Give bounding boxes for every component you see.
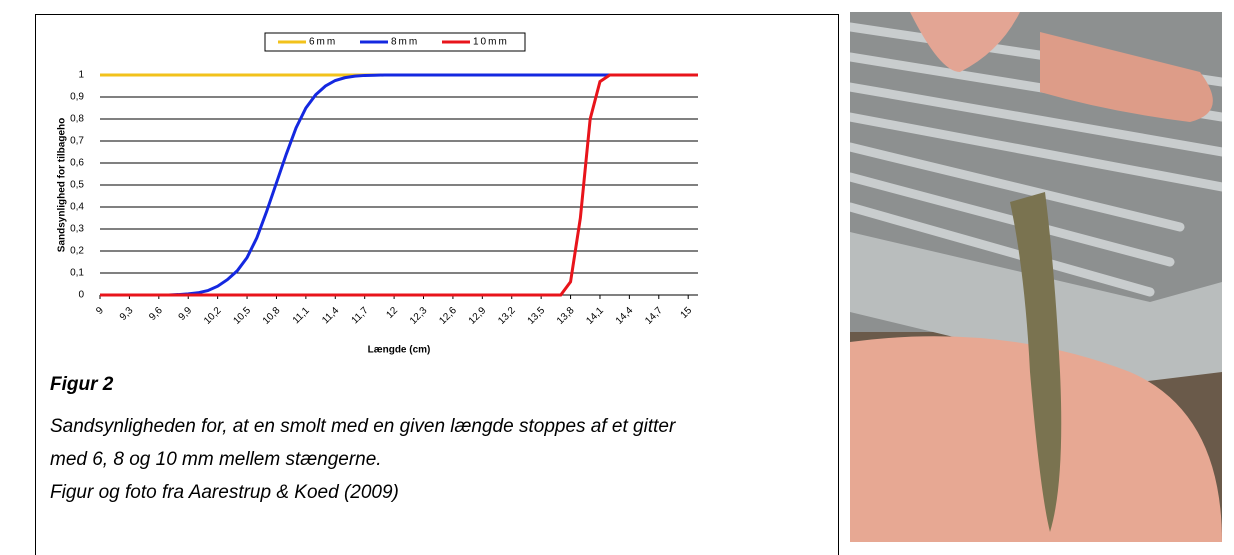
legend-label: 6mm <box>309 37 337 48</box>
y-tick-label: 0,3 <box>70 224 84 235</box>
x-tick-label: 13,5 <box>526 305 548 327</box>
y-tick-label: 0,8 <box>70 114 84 125</box>
y-tick-label: 0,6 <box>70 158 84 169</box>
x-tick-label: 14,1 <box>584 305 606 327</box>
y-tick-label: 0 <box>78 290 84 301</box>
x-tick-label: 11,1 <box>291 305 312 326</box>
chart: Sandsynlighed for tilbageho Længde (cm) … <box>57 32 698 356</box>
y-tick-label: 0,2 <box>70 246 84 257</box>
series-line <box>100 73 698 297</box>
x-tick-label: 10,8 <box>261 305 283 327</box>
y-tick-label: 0,9 <box>70 92 84 103</box>
x-tick-label: 14,4 <box>614 305 636 327</box>
figure-box <box>35 14 839 555</box>
x-tick-label: 12,9 <box>467 305 489 327</box>
legend-label: 8mm <box>391 37 419 48</box>
y-tick-label: 0,4 <box>70 202 84 213</box>
x-tick-label: 11,7 <box>350 305 371 326</box>
caption-line: Sandsynligheden for, at en smolt med en … <box>50 416 676 437</box>
x-tick-label: 11,4 <box>320 305 341 326</box>
x-tick-label: 12,3 <box>408 305 430 327</box>
x-tick-label: 13,8 <box>555 305 577 327</box>
y-tick-label: 0,1 <box>70 268 84 279</box>
y-axis-label: Sandsynlighed for tilbageho <box>57 118 68 252</box>
x-tick-label: 13,2 <box>496 305 518 327</box>
y-tick-label: 0,5 <box>70 180 84 191</box>
x-tick-label: 9,9 <box>177 305 195 323</box>
x-tick-label: 14,7 <box>643 305 665 327</box>
y-tick-label: 1 <box>78 70 84 81</box>
x-tick-label: 15 <box>679 305 695 321</box>
caption-line: med 6, 8 og 10 mm mellem stængerne. <box>50 449 382 470</box>
legend-box <box>264 32 526 52</box>
y-tick-label: 0,7 <box>70 136 84 147</box>
x-tick-label: 9,6 <box>147 305 165 323</box>
x-tick-label: 9,3 <box>118 305 136 323</box>
x-tick-label: 10,2 <box>202 305 224 327</box>
caption-line: Figur og foto fra Aarestrup & Koed (2009… <box>50 482 399 503</box>
legend-label: 10mm <box>473 37 509 48</box>
page: Sandsynlighed for tilbageho Længde (cm) … <box>35 12 1222 555</box>
x-axis-label: Længde (cm) <box>368 345 431 356</box>
x-tick-label: 12,6 <box>437 305 459 327</box>
x-tick-label: 9 <box>94 305 106 317</box>
x-tick-label: 12 <box>384 305 400 321</box>
photo <box>850 12 1222 542</box>
x-tick-label: 10,5 <box>231 305 253 327</box>
caption-title: Figur 2 <box>50 374 114 395</box>
